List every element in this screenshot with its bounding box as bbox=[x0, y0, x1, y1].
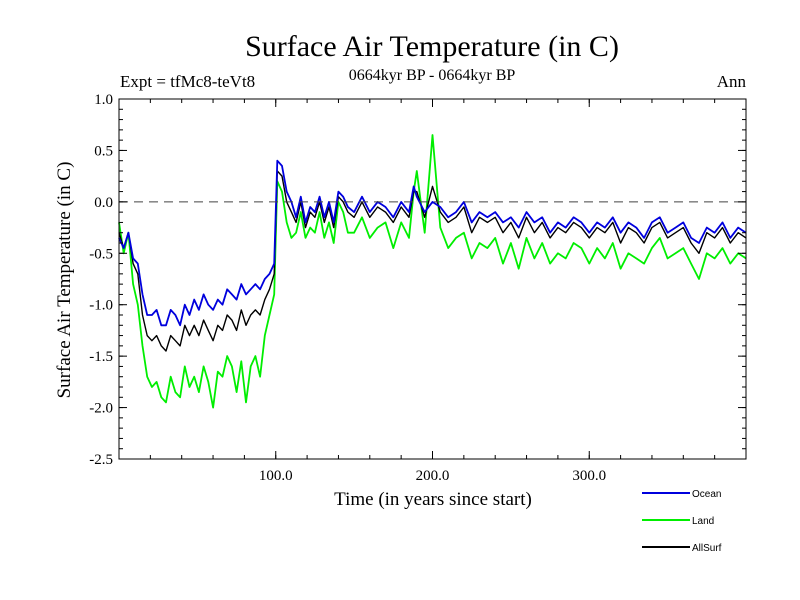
y-tick-label: -1.0 bbox=[89, 298, 113, 314]
legend-label-allsurf: AllSurf bbox=[692, 543, 722, 554]
y-axis-ticks: 1.0 0.5 0.0 -0.5 -1.0 -1.5 -2.0 -2.5 bbox=[89, 92, 746, 468]
y-axis-label: Surface Air Temperature (in C) bbox=[54, 162, 75, 399]
legend: Ocean Land AllSurf bbox=[642, 489, 722, 554]
x-tick-label: 300.0 bbox=[572, 468, 606, 484]
y-tick-label: 0.0 bbox=[94, 195, 113, 211]
x-axis-ticks: 100.0 200.0 300.0 bbox=[118, 99, 747, 484]
y-tick-label: -1.5 bbox=[89, 349, 113, 365]
y-tick-label: 1.0 bbox=[94, 92, 113, 108]
series-line-land bbox=[118, 134, 747, 409]
legend-label-ocean: Ocean bbox=[692, 489, 721, 500]
y-tick-label: -0.5 bbox=[89, 246, 113, 262]
series-line-ocean bbox=[118, 159, 747, 327]
legend-label-land: Land bbox=[692, 516, 714, 527]
experiment-label: Expt = tfMc8-teVt8 bbox=[120, 72, 255, 91]
x-axis-label: Time (in years since start) bbox=[334, 489, 532, 510]
x-tick-label: 200.0 bbox=[416, 468, 450, 484]
chart-subtitle: 0664kyr BP - 0664kyr BP bbox=[349, 67, 516, 84]
series-line-allsurf bbox=[118, 170, 747, 352]
y-tick-label: -2.0 bbox=[89, 401, 113, 417]
season-label: Ann bbox=[717, 72, 747, 91]
chart-title: Surface Air Temperature (in C) bbox=[245, 30, 619, 63]
y-tick-label: -2.5 bbox=[89, 452, 113, 468]
series-layer bbox=[118, 134, 747, 409]
y-tick-label: 0.5 bbox=[94, 143, 113, 159]
x-tick-label: 100.0 bbox=[259, 468, 293, 484]
